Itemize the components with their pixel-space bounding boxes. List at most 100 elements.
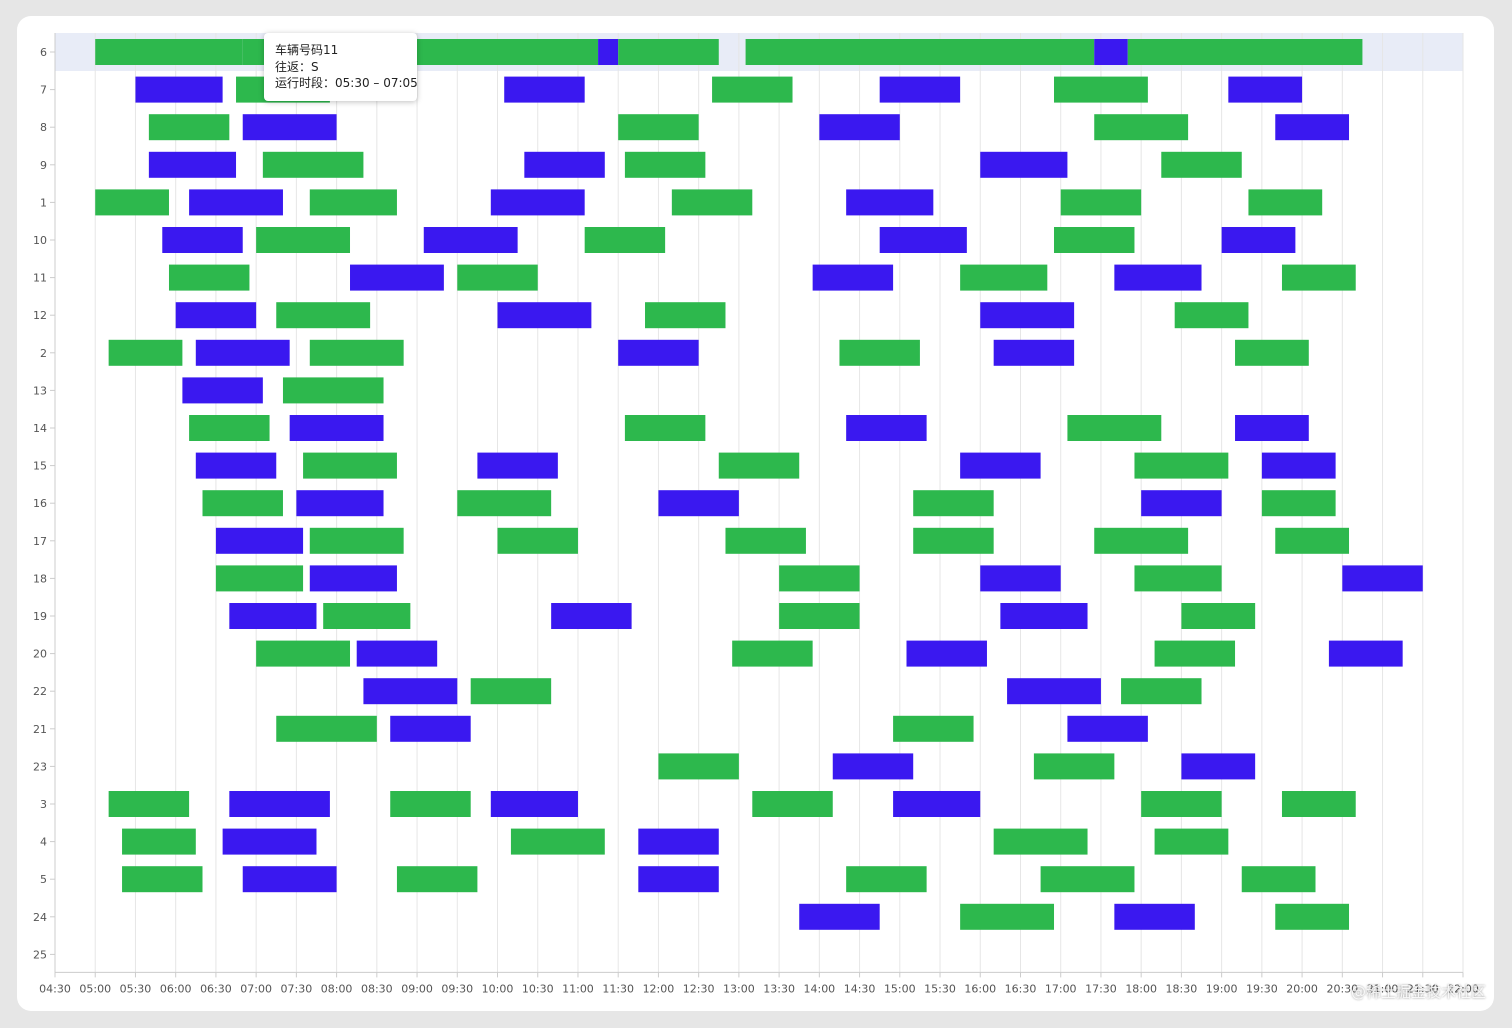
trip-bar[interactable] <box>1054 76 1148 103</box>
trip-bar[interactable] <box>303 452 397 479</box>
trip-bar[interactable] <box>148 151 237 178</box>
trip-bar[interactable] <box>1114 264 1202 291</box>
trip-bar[interactable] <box>1241 866 1316 893</box>
trip-bar[interactable] <box>1141 791 1222 817</box>
trip-bar[interactable] <box>162 227 243 253</box>
trip-bar[interactable] <box>846 189 934 216</box>
trip-bar[interactable] <box>497 527 578 554</box>
trip-bar[interactable] <box>390 715 471 742</box>
trip-bar[interactable] <box>423 227 518 253</box>
trip-bar[interactable] <box>276 715 377 742</box>
trip-bar[interactable] <box>879 76 961 103</box>
trip-bar[interactable] <box>1060 189 1142 216</box>
trip-bar[interactable] <box>309 189 397 216</box>
trip-bar[interactable] <box>1067 415 1162 441</box>
trip-bar[interactable] <box>229 603 317 629</box>
trip-bar[interactable] <box>1275 527 1350 554</box>
trip-bar[interactable] <box>524 151 605 178</box>
trip-bar[interactable] <box>551 603 632 629</box>
trip-bar[interactable] <box>879 227 967 253</box>
trip-bar[interactable] <box>752 791 833 817</box>
trip-bar[interactable] <box>980 565 1061 592</box>
trip-bar[interactable] <box>108 339 183 366</box>
trip-bar[interactable] <box>618 339 699 366</box>
trip-bar[interactable] <box>95 189 169 216</box>
trip-bar[interactable] <box>457 490 552 517</box>
trip-bar[interactable] <box>671 189 753 216</box>
trip-bar[interactable] <box>1328 640 1403 667</box>
trip-bar[interactable] <box>732 640 813 667</box>
trip-bar[interactable] <box>658 753 739 780</box>
trip-bar[interactable] <box>1228 76 1303 103</box>
trip-bar[interactable] <box>256 640 351 667</box>
trip-bar[interactable] <box>195 339 290 366</box>
trip-bar[interactable] <box>598 39 619 65</box>
trip-bar[interactable] <box>504 76 585 103</box>
trip-bar[interactable] <box>1181 753 1256 780</box>
trip-bar[interactable] <box>618 114 699 141</box>
trip-bar[interactable] <box>1121 678 1202 705</box>
trip-bar[interactable] <box>148 114 230 141</box>
trip-bar[interactable] <box>1181 603 1256 629</box>
trip-bar[interactable] <box>645 302 726 329</box>
trip-bar[interactable] <box>1235 339 1309 366</box>
trip-bar[interactable] <box>222 828 317 855</box>
trip-bar[interactable] <box>638 866 719 893</box>
trip-bar[interactable] <box>122 866 203 893</box>
trip-bar[interactable] <box>846 866 927 893</box>
trip-bar[interactable] <box>993 339 1075 366</box>
trip-bar[interactable] <box>1141 490 1222 517</box>
trip-bar[interactable] <box>1094 39 1128 65</box>
trip-bar[interactable] <box>960 903 1055 930</box>
trip-bar[interactable] <box>832 753 914 780</box>
trip-bar[interactable] <box>718 452 800 479</box>
trip-bar[interactable] <box>1275 903 1350 930</box>
trip-bar[interactable] <box>745 39 1095 65</box>
trip-bar[interactable] <box>256 227 351 253</box>
trip-bar[interactable] <box>624 415 706 441</box>
trip-bar[interactable] <box>175 302 257 329</box>
trip-bar[interactable] <box>799 903 880 930</box>
trip-bar[interactable] <box>980 151 1068 178</box>
trip-bar[interactable] <box>1154 828 1229 855</box>
trip-bar[interactable] <box>396 866 478 893</box>
trip-bar[interactable] <box>356 640 438 667</box>
trip-bar[interactable] <box>1281 791 1356 817</box>
trip-bar[interactable] <box>289 415 384 441</box>
trip-bar[interactable] <box>182 377 263 404</box>
trip-bar[interactable] <box>893 715 974 742</box>
trip-bar[interactable] <box>618 39 719 65</box>
trip-bar[interactable] <box>296 490 384 517</box>
trip-bar[interactable] <box>108 791 190 817</box>
trip-bar[interactable] <box>993 828 1088 855</box>
trip-bar[interactable] <box>779 603 860 629</box>
trip-bar[interactable] <box>1094 114 1189 141</box>
trip-bar[interactable] <box>960 452 1041 479</box>
trip-bar[interactable] <box>510 828 605 855</box>
trip-bar[interactable] <box>229 791 330 817</box>
trip-bar[interactable] <box>1040 866 1135 893</box>
trip-bar[interactable] <box>1342 565 1423 592</box>
trip-bar[interactable] <box>95 39 243 65</box>
trip-bar[interactable] <box>1134 565 1222 592</box>
trip-bar[interactable] <box>1067 715 1148 742</box>
trip-bar[interactable] <box>584 227 666 253</box>
trip-bar[interactable] <box>1127 39 1363 65</box>
trip-bar[interactable] <box>262 151 364 178</box>
trip-bar[interactable] <box>242 866 337 893</box>
trip-bar[interactable] <box>779 565 860 592</box>
trip-bar[interactable] <box>135 76 223 103</box>
trip-bar[interactable] <box>725 527 806 554</box>
trip-bar[interactable] <box>309 527 404 554</box>
trip-bar[interactable] <box>215 527 304 554</box>
trip-bar[interactable] <box>1261 490 1336 517</box>
trip-bar[interactable] <box>658 490 739 517</box>
trip-bar[interactable] <box>1275 114 1350 141</box>
trip-bar[interactable] <box>906 640 987 667</box>
trip-bar[interactable] <box>913 527 994 554</box>
trip-bar[interactable] <box>122 828 196 855</box>
trip-bar[interactable] <box>638 828 719 855</box>
trip-bar[interactable] <box>1161 151 1242 178</box>
trip-bar[interactable] <box>893 791 981 817</box>
trip-bar[interactable] <box>1094 527 1189 554</box>
